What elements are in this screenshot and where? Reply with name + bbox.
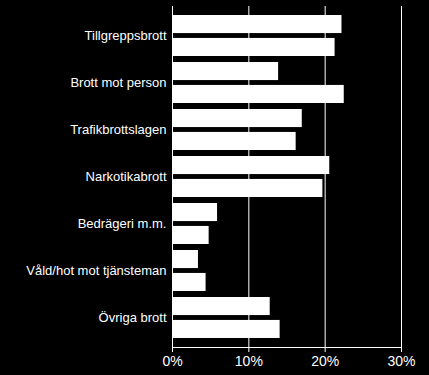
svg-text:Bedrägeri m.m.: Bedrägeri m.m. [78,216,167,231]
svg-text:Narkotikabrott: Narkotikabrott [86,169,167,184]
svg-text:0%: 0% [162,353,182,369]
svg-text:Våld/hot mot tjänsteman: Våld/hot mot tjänsteman [26,263,166,278]
svg-text:30%: 30% [387,353,415,369]
svg-text:20%: 20% [311,353,339,369]
svg-text:Brott mot person: Brott mot person [70,75,166,90]
svg-text:Övriga brott: Övriga brott [99,310,167,325]
svg-text:Tillgreppsbrott: Tillgreppsbrott [85,28,167,43]
svg-text:Trafikbrottslagen: Trafikbrottslagen [70,122,166,137]
svg-text:10%: 10% [235,353,263,369]
